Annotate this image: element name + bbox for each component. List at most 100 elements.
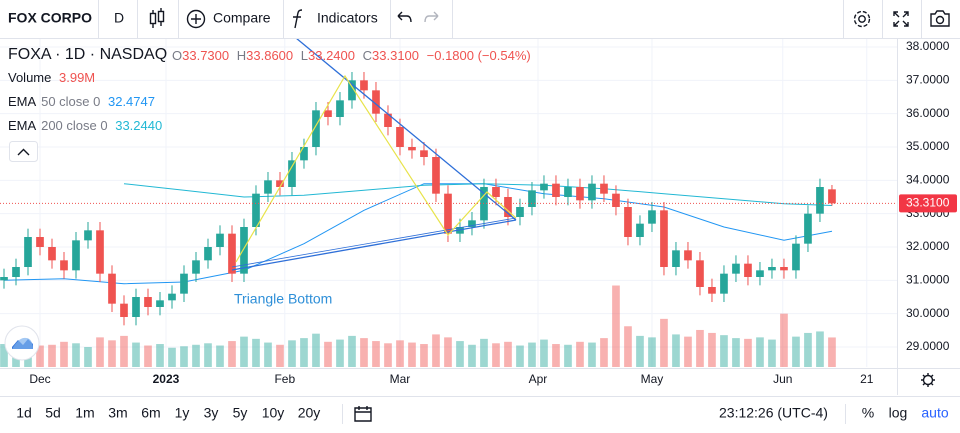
candle-body (684, 250, 692, 261)
candle-body (336, 100, 344, 117)
volume-bar (312, 333, 320, 367)
candle-body (648, 210, 656, 224)
legend-name: EMA (8, 94, 37, 109)
candle-body (660, 210, 668, 267)
percent-toggle[interactable]: % (862, 405, 874, 421)
volume-bar (372, 341, 380, 367)
volume-bar (276, 344, 284, 367)
volume-bar (468, 344, 476, 367)
candle-body (180, 273, 188, 294)
candle-body (816, 187, 824, 214)
redo-button[interactable] (424, 11, 439, 23)
candle-body (612, 193, 620, 207)
candle-body (780, 267, 788, 271)
volume-bar (132, 342, 140, 367)
volume-bar (540, 339, 548, 367)
volume-bar (612, 285, 620, 367)
candle-body (348, 80, 356, 101)
volume-bar (828, 337, 836, 367)
volume-bar (816, 331, 824, 367)
snapshot-button[interactable] (930, 10, 950, 27)
legend-value: 32.4747 (108, 94, 155, 109)
time-axis-labels: Dec 2023 Feb Mar Apr May Jun 21 (29, 372, 873, 386)
ohlc-key: C (363, 48, 372, 63)
volume-bar (684, 336, 692, 367)
candle-body (72, 240, 80, 271)
volume-bar (696, 329, 704, 367)
candle-body (144, 297, 152, 307)
candle-body (312, 110, 320, 147)
fullscreen-button[interactable] (893, 11, 909, 27)
date-range-button[interactable] (354, 406, 372, 422)
range-button[interactable]: 1m (75, 405, 94, 421)
candle-body (264, 180, 272, 194)
range-button[interactable]: 20y (298, 405, 321, 421)
range-button[interactable]: 5y (233, 405, 248, 421)
compare-button[interactable]: Compare (186, 10, 271, 29)
candle-body (672, 250, 680, 267)
ema-legend: EMA 50 close 0 32.4747 (8, 94, 155, 109)
collapse-legend-button[interactable] (9, 141, 38, 162)
candle-body (84, 230, 92, 241)
candle-body (96, 230, 104, 274)
y-tick-label: 31.0000 (906, 273, 950, 287)
volume-bar (492, 343, 500, 367)
volume-bar (300, 338, 308, 367)
volume-bar (432, 334, 440, 367)
auto-toggle[interactable]: auto (921, 405, 948, 421)
candle-body (216, 233, 224, 247)
log-toggle[interactable]: log (889, 405, 908, 421)
volume-bar (624, 326, 632, 367)
symbol-search[interactable]: FOX CORPO (8, 10, 92, 26)
range-button[interactable]: 1y (175, 405, 190, 421)
settings-button[interactable] (853, 10, 871, 28)
range-button[interactable]: 6m (141, 405, 160, 421)
volume-bar (156, 344, 164, 367)
volume-bar (552, 344, 560, 367)
y-tick-label: 32.0000 (906, 239, 950, 253)
x-tick-label: Dec (29, 372, 50, 386)
ohlc-key: O (172, 48, 182, 63)
volume-bar (288, 340, 296, 367)
candle-body (744, 263, 752, 277)
axis-settings-icon[interactable] (921, 373, 935, 387)
volume-bar (456, 341, 464, 367)
range-button[interactable]: 10y (262, 405, 285, 421)
annotation: Triangle Bottom (234, 291, 332, 307)
candle-body (24, 237, 32, 267)
volume-bar (672, 334, 680, 367)
interval-button[interactable]: D (114, 10, 124, 26)
volume-bar (396, 340, 404, 367)
volume-bar (0, 344, 8, 367)
candle-body (276, 180, 284, 187)
volume-bar (744, 338, 752, 367)
volume-bar (180, 346, 188, 367)
ema-line (3, 183, 833, 285)
range-buttons: 1d 5d 1m 3m 6m 1y 3y 5y 10y 20y (16, 405, 320, 421)
candle-body (36, 237, 44, 247)
range-button[interactable]: 1d (16, 405, 32, 421)
legend: FOXA · 1D · NASDAQ O33.7300 H33.8600 L33… (8, 46, 531, 162)
volume-bar (384, 343, 392, 367)
chart-style-button[interactable] (149, 8, 165, 28)
candle-body (564, 187, 572, 197)
volume-bar (36, 345, 44, 367)
volume-bar (708, 332, 716, 367)
indicators-button[interactable]: Indicators (293, 9, 378, 29)
undo-button[interactable] (397, 11, 412, 23)
candle-layer (0, 72, 836, 326)
volume-bar (444, 337, 452, 367)
range-button[interactable]: 5d (45, 405, 61, 421)
candle-body (768, 267, 776, 271)
volume-bar (768, 339, 776, 367)
y-tick-label: 29.0000 (906, 339, 950, 353)
candle-body (828, 189, 836, 204)
ohlc-value: 33.8600 (246, 48, 293, 63)
range-button[interactable]: 3y (204, 405, 219, 421)
volume-bar (96, 337, 104, 367)
volume-bar (48, 344, 56, 367)
candle-body (600, 183, 608, 194)
candle-body (240, 227, 248, 274)
volume-legend: Volume 3.99M (8, 70, 95, 85)
range-button[interactable]: 3m (108, 405, 127, 421)
